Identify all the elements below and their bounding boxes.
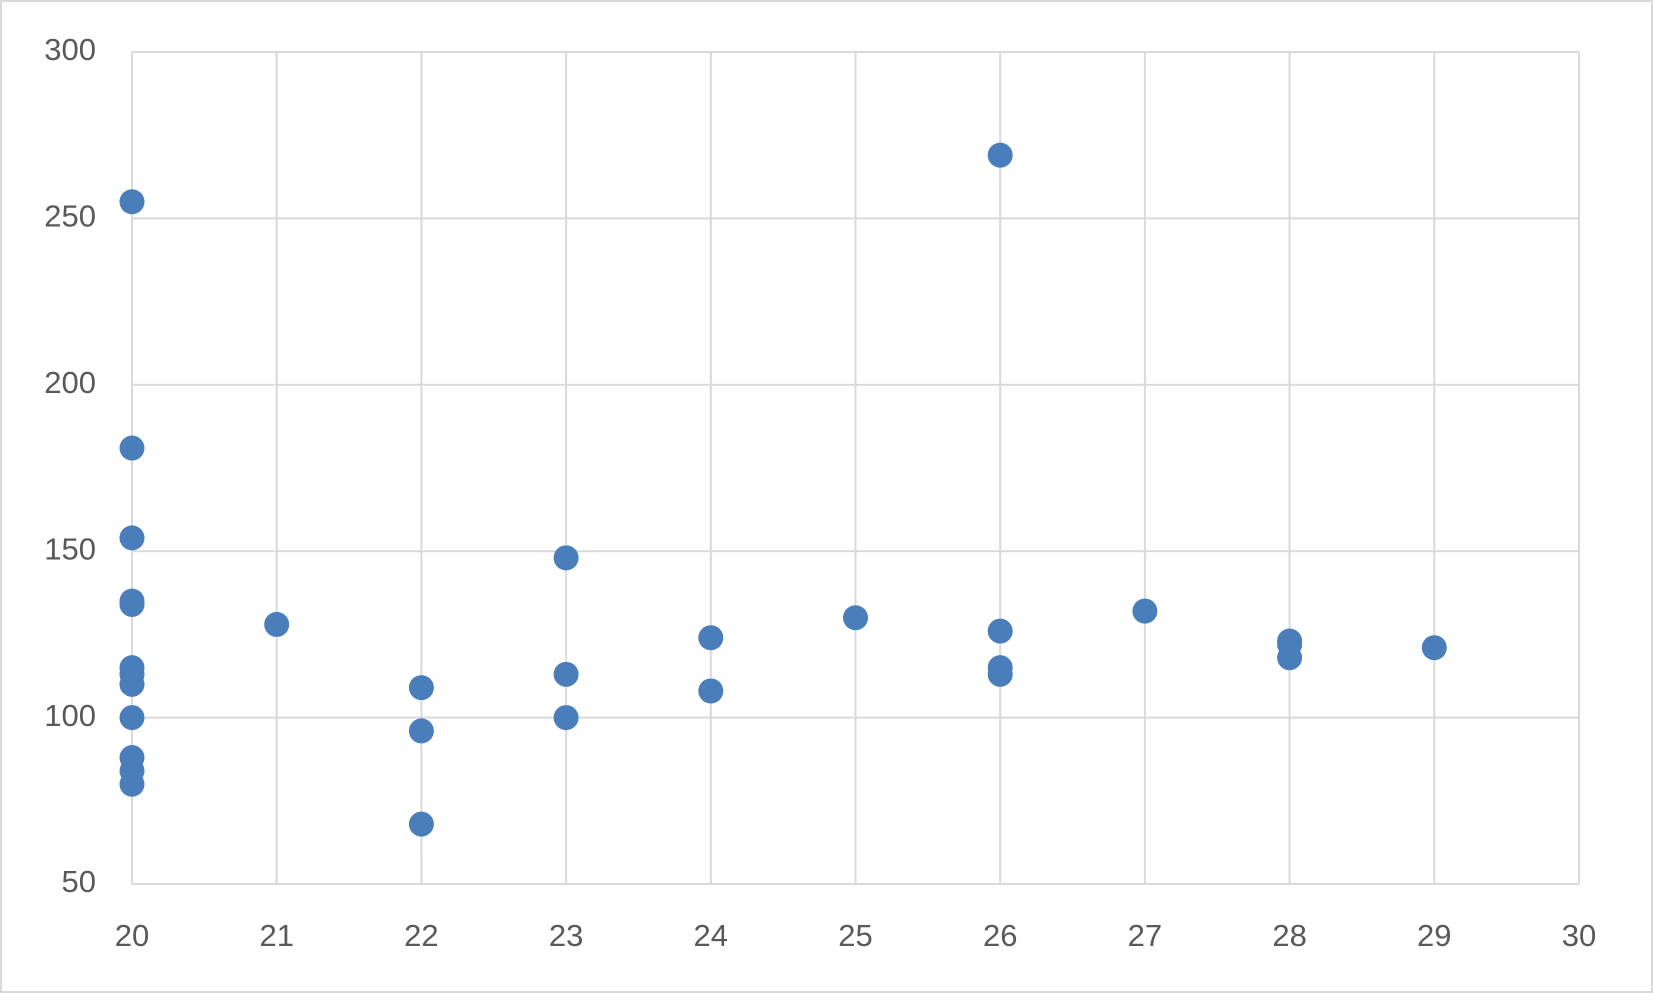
y-tick-label: 250 bbox=[44, 199, 96, 234]
x-tick-label: 27 bbox=[1128, 918, 1162, 953]
point bbox=[119, 525, 145, 551]
point bbox=[119, 705, 145, 731]
point bbox=[408, 718, 434, 744]
x-tick-label: 25 bbox=[838, 918, 872, 953]
point bbox=[553, 545, 579, 571]
point bbox=[1132, 598, 1158, 624]
point bbox=[1277, 645, 1303, 671]
point bbox=[119, 435, 145, 461]
point bbox=[119, 591, 145, 617]
x-tick-label: 24 bbox=[694, 918, 728, 953]
x-tick-label: 28 bbox=[1272, 918, 1306, 953]
point bbox=[119, 189, 145, 215]
y-tick-label: 100 bbox=[44, 698, 96, 733]
x-tick-label: 26 bbox=[983, 918, 1017, 953]
y-tick-label: 300 bbox=[44, 32, 96, 67]
point bbox=[843, 605, 868, 631]
point bbox=[987, 142, 1013, 168]
point bbox=[119, 671, 145, 697]
x-tick-label: 30 bbox=[1562, 918, 1596, 953]
x-tick-label: 20 bbox=[115, 918, 149, 953]
y-tick-label: 150 bbox=[44, 531, 96, 566]
point bbox=[553, 661, 579, 687]
point bbox=[408, 811, 434, 837]
point bbox=[553, 705, 579, 731]
x-tick-label: 22 bbox=[404, 918, 438, 953]
point bbox=[698, 678, 724, 704]
point bbox=[1421, 635, 1447, 661]
point bbox=[119, 771, 145, 797]
x-tick-label: 29 bbox=[1417, 918, 1451, 953]
x-tick-label: 21 bbox=[259, 918, 293, 953]
point bbox=[408, 675, 434, 701]
y-tick-label: 50 bbox=[62, 864, 96, 899]
point bbox=[264, 611, 290, 637]
y-tick-label: 200 bbox=[44, 365, 96, 400]
x-tick-label: 23 bbox=[549, 918, 583, 953]
point bbox=[698, 625, 724, 651]
point bbox=[987, 661, 1013, 687]
point bbox=[987, 618, 1013, 644]
